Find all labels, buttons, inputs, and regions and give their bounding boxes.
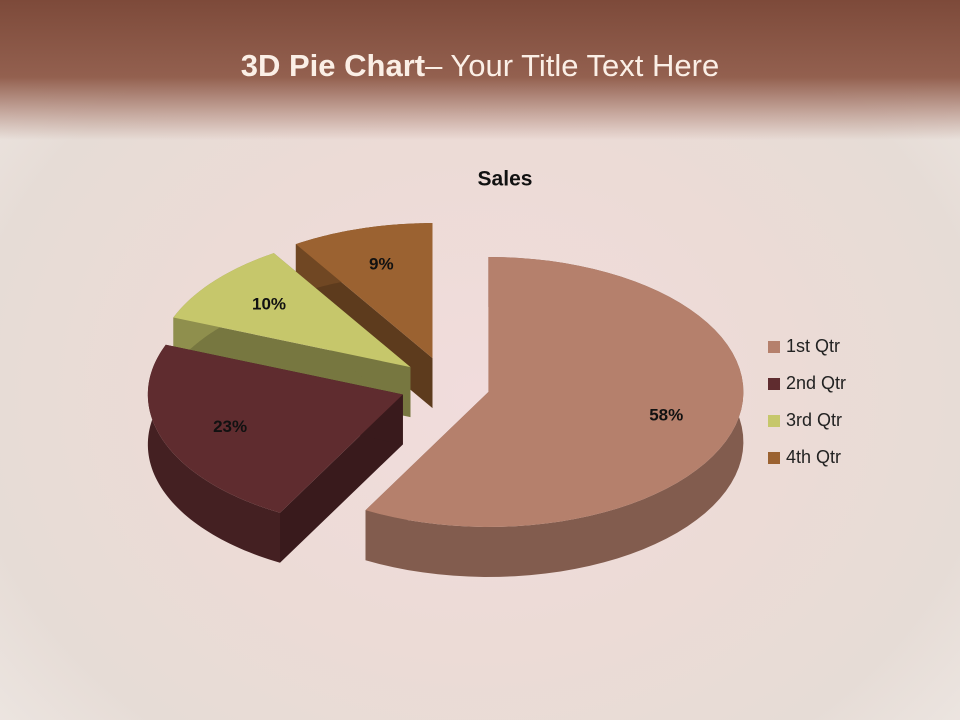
slice-top (147, 344, 403, 513)
slice-top (173, 253, 411, 368)
slide-title: 3D Pie Chart– Your Title Text Here (0, 48, 960, 84)
slice-top (365, 256, 744, 527)
legend-swatch (768, 378, 780, 390)
legend-label: 3rd Qtr (786, 410, 842, 430)
legend-swatch (768, 415, 780, 427)
data-label: 9% (369, 254, 394, 273)
chart-title: Sales (478, 168, 533, 191)
header-band (0, 0, 960, 140)
data-label: 10% (252, 295, 286, 314)
title-bold: 3D Pie Chart (240, 48, 426, 83)
legend-swatch (768, 341, 780, 353)
data-label: 58% (649, 406, 683, 425)
slice (147, 344, 403, 563)
slice (365, 256, 744, 577)
title-rest: – Your Title Text Here (425, 48, 720, 83)
legend-label: 1st Qtr (786, 336, 840, 356)
slice-wall (147, 344, 281, 563)
legend-label: 4th Qtr (786, 447, 841, 467)
data-label: 23% (213, 417, 247, 436)
legend-label: 2nd Qtr (786, 373, 846, 393)
slice-top (295, 223, 433, 359)
legend-swatch (768, 452, 780, 464)
